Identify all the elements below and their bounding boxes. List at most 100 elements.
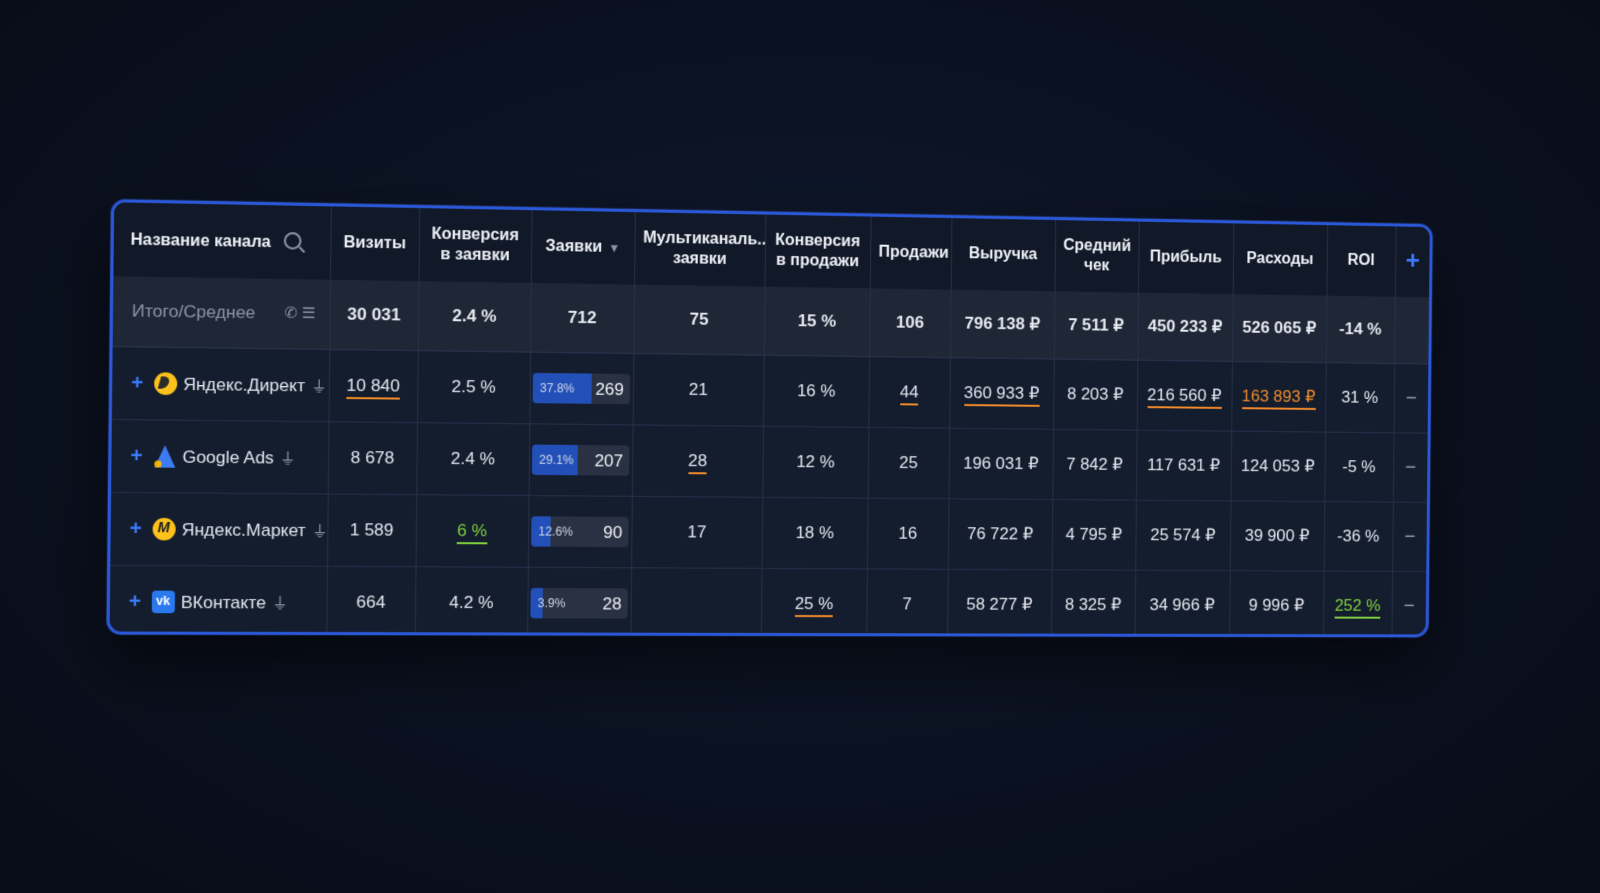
header-requests[interactable]: Заявки ▼ [530, 210, 635, 285]
visits-value[interactable]: 10 840 [346, 375, 401, 400]
revenue-cell: 76 722 ₽ [947, 498, 1053, 570]
vkontakte-logo-icon [151, 590, 175, 613]
sales-value[interactable]: 44 [899, 382, 919, 406]
header-requests-label: Заявки [545, 237, 603, 256]
phone-icon[interactable]: ✆ [284, 304, 298, 322]
remove-row-button[interactable]: − [1404, 525, 1416, 548]
multichannel-cell: 21 [632, 353, 764, 427]
expand-row-button[interactable]: + [129, 517, 142, 540]
channel-name[interactable]: Яндекс.Маркет [181, 519, 306, 540]
total-visits: 30 031 [329, 279, 419, 351]
costs-value[interactable]: 163 893 ₽ [1241, 386, 1316, 410]
sales-cell: 44 [868, 356, 951, 429]
total-profit: 450 233 ₽ [1137, 292, 1233, 362]
list-icon[interactable]: ☰ [301, 304, 316, 323]
multichannel-cell: 17 [631, 496, 763, 569]
conv-requests-value[interactable]: 6 % [457, 520, 488, 545]
roi-cell: 252 % [1322, 571, 1393, 638]
profit-cell: 34 966 ₽ [1134, 570, 1230, 638]
conv-sales-value[interactable]: 25 % [794, 594, 834, 618]
costs-cell: 124 053 ₽ [1230, 431, 1326, 502]
header-channel-name[interactable]: Название канала [113, 202, 331, 280]
remove-row-button[interactable]: − [1403, 594, 1415, 617]
header-visits[interactable]: Визиты [330, 206, 420, 282]
multichannel-value[interactable]: 28 [687, 451, 708, 475]
visits-cell: 664 [326, 566, 416, 638]
remove-row-button[interactable]: − [1404, 456, 1417, 478]
conv-sales-cell: 18 % [761, 497, 868, 569]
requests-share-pct: 37.8% [539, 381, 575, 396]
header-multichannel[interactable]: Мультиканаль... заявки [634, 212, 766, 287]
expand-row-button[interactable]: + [131, 371, 144, 395]
conv-sales-cell: 16 % [763, 355, 870, 428]
header-revenue[interactable]: Выручка [950, 218, 1056, 292]
requests-cell: 37.8% 269 [529, 352, 634, 425]
remove-row-cell: − [1393, 363, 1429, 434]
channel-name-cell: + ВКонтакте ⏚ [109, 565, 327, 638]
total-conv-requests: 2.4 % [417, 281, 531, 353]
plug-icon: ⏚ [272, 594, 288, 613]
header-revenue-label: Выручка [968, 245, 1038, 264]
expand-row-button[interactable]: + [130, 444, 143, 467]
total-icons: ✆ ☰ [284, 303, 315, 322]
plug-icon: ⏚ [280, 449, 296, 468]
requests-share-bar: 37.8% 269 [532, 372, 631, 405]
revenue-cell: 196 031 ₽ [948, 428, 1054, 500]
conv-requests-cell: 4.2 % [414, 566, 528, 638]
header-costs[interactable]: Расходы [1232, 223, 1328, 296]
requests-value: 90 [603, 522, 623, 543]
roi-value[interactable]: 252 % [1334, 596, 1381, 619]
channel-name-cell: + Яндекс.Директ ⏚ [111, 346, 330, 422]
header-profit[interactable]: Прибыль [1138, 221, 1234, 295]
requests-share-pct: 12.6% [538, 524, 573, 539]
revenue-value[interactable]: 360 933 ₽ [963, 383, 1040, 407]
channel-name-cell: + Google Ads ⏚ [111, 419, 329, 495]
add-column-button[interactable]: + [1394, 226, 1430, 298]
sales-cell: 16 [866, 498, 949, 570]
header-roi[interactable]: ROI [1326, 225, 1396, 297]
header-roi-label: ROI [1347, 251, 1375, 270]
header-multichannel-label: Мультиканаль... заявки [643, 229, 766, 268]
header-avg-check[interactable]: Средний чек [1054, 220, 1139, 293]
requests-cell: 3.9% 28 [527, 567, 632, 638]
total-requests: 712 [530, 282, 635, 354]
total-sales: 106 [869, 288, 951, 358]
table-row: + Яндекс.Маркет ⏚ 1 589 6 % 12.6% 90 17 18 … [110, 492, 1427, 572]
costs-cell: 163 893 ₽ [1231, 361, 1326, 433]
header-conv-sales-label: Конверсия в продажи [775, 231, 861, 271]
visits-cell: 10 840 [328, 349, 418, 423]
profit-cell: 25 574 ₽ [1135, 500, 1231, 571]
roi-cell: 31 % [1325, 362, 1395, 433]
conv-sales-cell: 25 % [760, 568, 867, 638]
avg-check-cell: 8 203 ₽ [1053, 359, 1138, 431]
expand-row-button[interactable]: + [128, 590, 142, 613]
total-roi: -14 % [1325, 295, 1395, 364]
profit-value[interactable]: 216 560 ₽ [1147, 385, 1222, 409]
sort-desc-icon[interactable]: ▼ [608, 240, 621, 256]
requests-cell: 12.6% 90 [527, 495, 632, 568]
avg-check-cell: 4 795 ₽ [1051, 499, 1136, 571]
channel-name[interactable]: Яндекс.Директ [183, 374, 306, 395]
plus-icon[interactable]: + [1405, 244, 1420, 275]
channels-table: Название канала Визиты Конверсия в заявк… [109, 202, 1430, 638]
header-conv-requests[interactable]: Конверсия в заявки [418, 208, 532, 283]
requests-value: 28 [602, 594, 622, 614]
header-sales-label: Продажи [878, 243, 949, 262]
conv-sales-cell: 12 % [762, 426, 869, 499]
header-profit-label: Прибыль [1149, 248, 1222, 267]
revenue-cell: 360 933 ₽ [949, 357, 1054, 430]
search-icon[interactable] [283, 231, 302, 250]
requests-share-bar: 12.6% 90 [531, 516, 629, 548]
table-row: + Google Ads ⏚ 8 678 2.4 % 29.1% 207 28 12 … [111, 419, 1428, 503]
header-conv-sales[interactable]: Конверсия в продажи [764, 214, 871, 289]
header-sales[interactable]: Продажи [869, 216, 952, 290]
google-ads-logo-icon [153, 445, 176, 468]
channel-name[interactable]: ВКонтакте [180, 592, 267, 612]
profit-cell: 216 560 ₽ [1136, 360, 1232, 432]
remove-row-button[interactable]: − [1405, 387, 1417, 409]
sales-cell: 7 [866, 568, 948, 638]
revenue-cell: 58 277 ₽ [947, 569, 1052, 638]
remove-row-cell: − [1391, 571, 1426, 637]
channel-name[interactable]: Google Ads [182, 446, 274, 468]
